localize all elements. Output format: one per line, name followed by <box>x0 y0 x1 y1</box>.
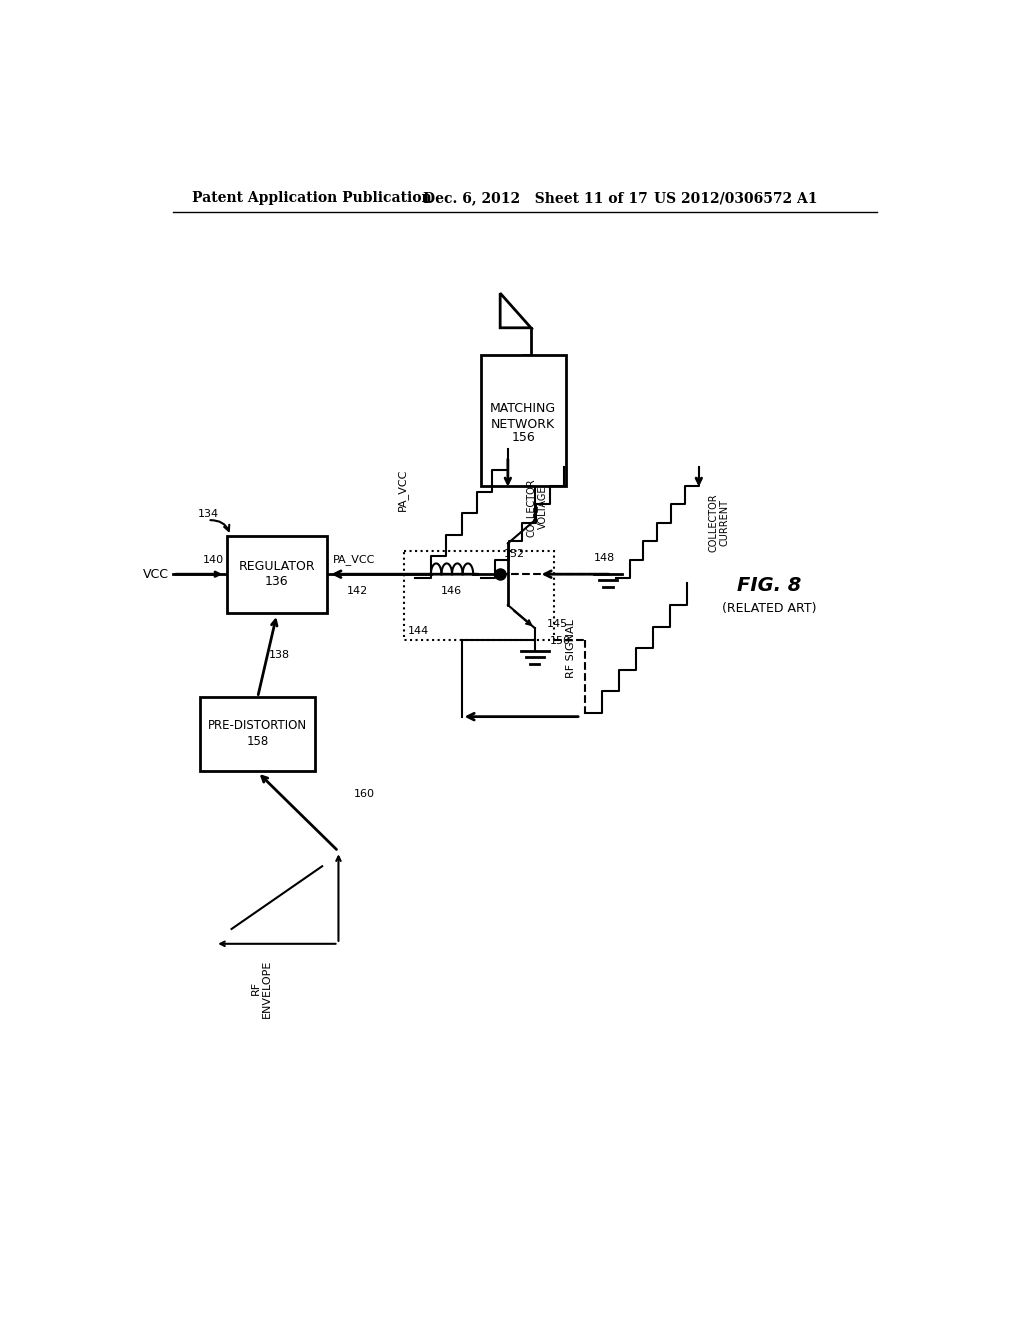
Text: 134: 134 <box>199 510 219 519</box>
Text: 145: 145 <box>547 619 567 630</box>
Text: 138: 138 <box>269 649 290 660</box>
Text: 140: 140 <box>203 554 224 565</box>
Text: COLLECTOR
CURRENT: COLLECTOR CURRENT <box>708 494 730 552</box>
Text: MATCHING: MATCHING <box>490 403 556 416</box>
Bar <box>481 355 565 486</box>
Text: Dec. 6, 2012   Sheet 11 of 17: Dec. 6, 2012 Sheet 11 of 17 <box>423 191 648 206</box>
Bar <box>200 697 315 771</box>
Bar <box>226 536 327 612</box>
Text: 158: 158 <box>247 735 268 748</box>
Text: US 2012/0306572 A1: US 2012/0306572 A1 <box>654 191 817 206</box>
Text: 150: 150 <box>550 636 571 645</box>
Text: PRE-DISTORTION: PRE-DISTORTION <box>208 719 307 733</box>
Text: 160: 160 <box>354 788 375 799</box>
Text: 156: 156 <box>511 430 536 444</box>
Text: Patent Application Publication: Patent Application Publication <box>193 191 432 206</box>
Bar <box>403 552 554 640</box>
Text: NETWORK: NETWORK <box>492 417 555 430</box>
Text: 142: 142 <box>347 586 369 595</box>
Text: 136: 136 <box>265 576 289 589</box>
Text: COLLECTOR
VOLTAGE: COLLECTOR VOLTAGE <box>526 478 548 536</box>
Text: REGULATOR: REGULATOR <box>239 560 315 573</box>
Text: 144: 144 <box>408 626 429 636</box>
Text: PA_VCC: PA_VCC <box>397 469 408 511</box>
Text: PA_VCC: PA_VCC <box>333 554 376 565</box>
Text: 148: 148 <box>594 553 614 562</box>
Text: VCC: VCC <box>143 568 169 581</box>
Text: FIG. 8: FIG. 8 <box>737 577 802 595</box>
Text: RF
ENVELOPE: RF ENVELOPE <box>251 960 272 1018</box>
Text: RF SIGNAL: RF SIGNAL <box>565 619 575 677</box>
Text: 146: 146 <box>441 586 462 595</box>
Text: (RELATED ART): (RELATED ART) <box>722 602 817 615</box>
Text: 152: 152 <box>504 549 525 558</box>
